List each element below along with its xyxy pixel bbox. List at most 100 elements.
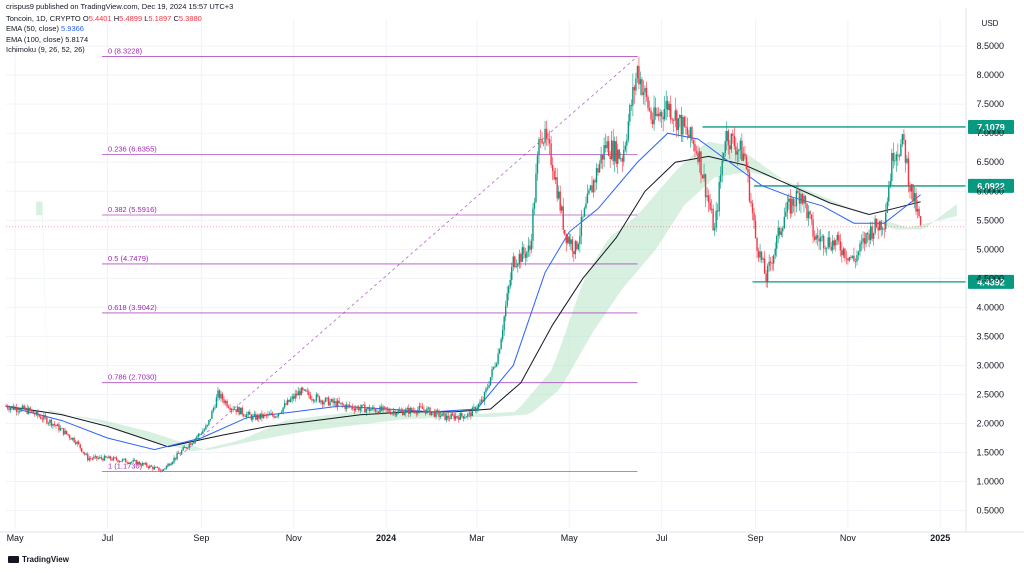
candle-body [753,212,755,221]
candle-body [518,253,521,265]
candle-body [403,413,405,416]
candle-body [524,253,527,258]
candle-body [309,395,312,400]
candle-body [426,408,428,414]
candle-body [38,415,41,417]
candle-body [614,141,616,162]
candle-body [504,306,507,317]
candle-body [17,411,19,413]
candle-body [276,415,278,417]
candle-body [315,394,318,401]
candle-body [845,257,848,259]
candle-body [255,414,257,420]
candle-body [409,408,411,414]
indicator-ichimoku[interactable]: Ichimoku (9, 26, 52, 26) [6,45,202,55]
candle-body [182,447,184,451]
symbol-label[interactable]: Toncoin, 1D, CRYPTO [6,14,81,23]
candle-body [335,401,337,408]
candle-body [515,266,517,268]
candle-body [109,456,112,460]
candle-body [918,208,920,217]
candle-body [568,236,570,244]
candle-body [713,228,716,231]
candle-body [76,441,78,444]
candle-body [554,177,557,180]
candle-body [11,406,13,408]
candle-body [618,149,620,159]
candle-body [848,257,851,261]
candle-body [626,139,628,146]
candle-body [683,116,686,127]
candle-body [538,139,540,156]
candle-body [595,168,598,183]
candle-body [112,457,115,461]
candle-body [314,400,316,402]
candle-body [610,140,613,160]
candle-body [103,455,106,461]
candle-body [370,409,372,411]
candle-body [339,402,342,404]
candle-body [667,100,669,111]
fib-level-label: 0.5 (4.7479) [108,254,149,263]
y-tick-label: 1.5000 [976,448,1004,458]
candle-body [906,158,908,163]
candle-body [436,410,439,412]
candle-body [686,127,689,135]
candle-body [226,400,228,407]
candle-body [217,390,219,398]
candle-body [726,131,728,142]
candle-body [99,457,101,459]
candle-body [644,87,646,93]
candle-body [188,443,190,448]
y-tick-label: 5.0000 [976,244,1004,254]
candle-body [450,414,452,420]
candle-body [258,414,260,419]
candle-body [271,413,274,416]
candle-body [199,433,201,435]
candle-body [173,457,175,463]
ema100-line [5,155,921,448]
candle-body [680,114,683,135]
candle-body [282,407,284,413]
indicator-ema100[interactable]: EMA (100, close) 5.8174 [6,35,202,45]
candle-body [677,118,680,131]
candle-body [102,458,104,461]
candle-body [654,107,657,116]
candle-body [868,234,870,241]
symbol-row: Toncoin, 1D, CRYPTO O5.4401 H5.4899 L5.1… [6,14,202,24]
candle-body [766,265,769,282]
candle-body [224,400,227,404]
y-tick-label: 5.5000 [976,215,1004,225]
candle-body [329,401,331,406]
y-tick-label: 4.0000 [976,302,1004,312]
candle-body [149,465,151,468]
candle-body [382,406,384,411]
candle-body [174,457,177,459]
candle-body [750,201,752,204]
candle-body [81,448,83,452]
candle-body [512,256,514,267]
candle-body [73,437,75,443]
candle-body [249,412,251,415]
candle-body [842,248,845,256]
candle-body [137,461,139,465]
candle-body [821,236,823,238]
candle-body [916,208,919,212]
candle-body [877,226,879,231]
candle-body [50,419,53,426]
level-badge [968,119,1014,134]
tradingview-logo[interactable]: TradingView [8,555,69,564]
candle-body [592,180,595,193]
candle-body [557,191,560,199]
candle-body [704,174,707,198]
candle-body [745,156,748,170]
candle-body [171,462,174,464]
candle-body [498,349,501,354]
candle-body [123,458,125,460]
candle-body [603,145,605,160]
candle-body [442,413,445,415]
candle-body [395,413,398,416]
indicator-ema50[interactable]: EMA (50, close) 5.9366 [6,24,202,34]
